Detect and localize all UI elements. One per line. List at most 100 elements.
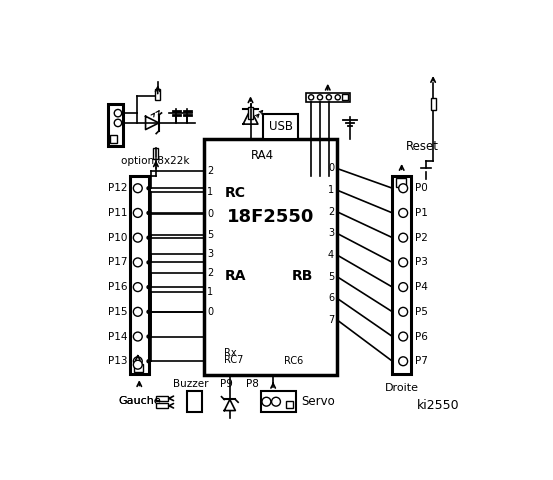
Text: option 8x22k: option 8x22k: [121, 156, 189, 166]
Circle shape: [399, 283, 408, 291]
Text: Gauche: Gauche: [118, 396, 160, 407]
Circle shape: [133, 307, 142, 316]
Text: 1: 1: [328, 185, 334, 195]
Bar: [261, 391, 296, 412]
Text: P3: P3: [415, 257, 427, 267]
Circle shape: [133, 332, 142, 341]
Text: Reset: Reset: [405, 140, 439, 153]
Text: RC7: RC7: [225, 355, 244, 365]
Text: USB: USB: [269, 120, 293, 133]
Circle shape: [399, 258, 408, 267]
Text: 3: 3: [328, 228, 334, 239]
Circle shape: [147, 212, 150, 215]
Bar: [393, 176, 411, 373]
Text: P10: P10: [108, 233, 127, 243]
Bar: [134, 364, 143, 372]
Text: P11: P11: [108, 208, 127, 218]
Text: Gauche: Gauche: [118, 396, 160, 407]
Text: P14: P14: [108, 332, 127, 342]
Text: 2: 2: [207, 166, 213, 176]
Text: RC6: RC6: [284, 356, 303, 366]
Text: 0: 0: [328, 164, 334, 173]
Circle shape: [133, 258, 142, 267]
Bar: [155, 89, 160, 100]
Text: 2: 2: [207, 268, 213, 278]
Text: 18F2550: 18F2550: [227, 208, 314, 226]
Circle shape: [133, 357, 142, 366]
Text: Buzzer: Buzzer: [173, 379, 209, 389]
Circle shape: [133, 360, 142, 369]
Circle shape: [399, 357, 408, 366]
Text: P16: P16: [108, 282, 127, 292]
Bar: [204, 139, 337, 375]
Text: P6: P6: [415, 332, 427, 342]
Text: RA: RA: [225, 269, 246, 283]
Circle shape: [399, 208, 408, 217]
Text: ki2550: ki2550: [418, 398, 460, 411]
Bar: [156, 403, 168, 408]
Circle shape: [399, 184, 408, 192]
Bar: [248, 108, 253, 119]
Circle shape: [114, 119, 122, 127]
Circle shape: [114, 109, 122, 117]
Bar: [154, 148, 158, 159]
Circle shape: [335, 95, 340, 100]
Text: 2: 2: [328, 207, 334, 217]
Circle shape: [133, 208, 142, 217]
Text: RA4: RA4: [251, 149, 274, 162]
Bar: [263, 114, 298, 139]
Circle shape: [147, 236, 150, 239]
Text: P2: P2: [415, 233, 427, 243]
Text: Rx: Rx: [225, 348, 237, 358]
Text: P5: P5: [415, 307, 427, 317]
Circle shape: [147, 311, 150, 313]
Circle shape: [399, 307, 408, 316]
Bar: [156, 396, 168, 401]
Bar: [431, 98, 436, 110]
Text: 1: 1: [207, 288, 213, 298]
Circle shape: [147, 286, 150, 288]
Circle shape: [147, 187, 150, 190]
Text: 7: 7: [328, 315, 334, 325]
Text: P15: P15: [108, 307, 127, 317]
Text: P0: P0: [415, 183, 427, 193]
Text: P4: P4: [415, 282, 427, 292]
Text: 1: 1: [207, 187, 213, 197]
Text: Droite: Droite: [385, 384, 419, 394]
Circle shape: [326, 95, 331, 100]
Circle shape: [147, 360, 150, 363]
Circle shape: [133, 283, 142, 291]
Text: 0: 0: [207, 209, 213, 219]
Bar: [286, 401, 294, 408]
Text: 6: 6: [328, 293, 334, 303]
Bar: [396, 178, 406, 187]
Circle shape: [133, 184, 142, 192]
Text: P12: P12: [108, 183, 127, 193]
Bar: [108, 104, 123, 146]
Text: P1: P1: [415, 208, 427, 218]
Text: Servo: Servo: [301, 395, 335, 408]
Text: P7: P7: [415, 356, 427, 366]
Text: P17: P17: [108, 257, 127, 267]
Text: 3: 3: [207, 249, 213, 259]
Text: 0: 0: [207, 307, 213, 317]
Text: 4: 4: [328, 250, 334, 260]
Circle shape: [262, 397, 271, 406]
Circle shape: [133, 233, 142, 242]
Circle shape: [399, 233, 408, 242]
Text: 5: 5: [328, 272, 334, 282]
Bar: [130, 176, 149, 373]
Circle shape: [147, 335, 150, 338]
Text: RC: RC: [225, 186, 246, 200]
Circle shape: [399, 332, 408, 341]
Bar: [342, 94, 348, 100]
Bar: [187, 391, 202, 412]
Bar: [109, 135, 117, 143]
Circle shape: [317, 95, 322, 100]
Bar: [306, 93, 350, 102]
Text: RB: RB: [291, 269, 313, 283]
Circle shape: [272, 397, 280, 406]
Text: P13: P13: [108, 356, 127, 366]
Circle shape: [309, 95, 314, 100]
Circle shape: [147, 261, 150, 264]
